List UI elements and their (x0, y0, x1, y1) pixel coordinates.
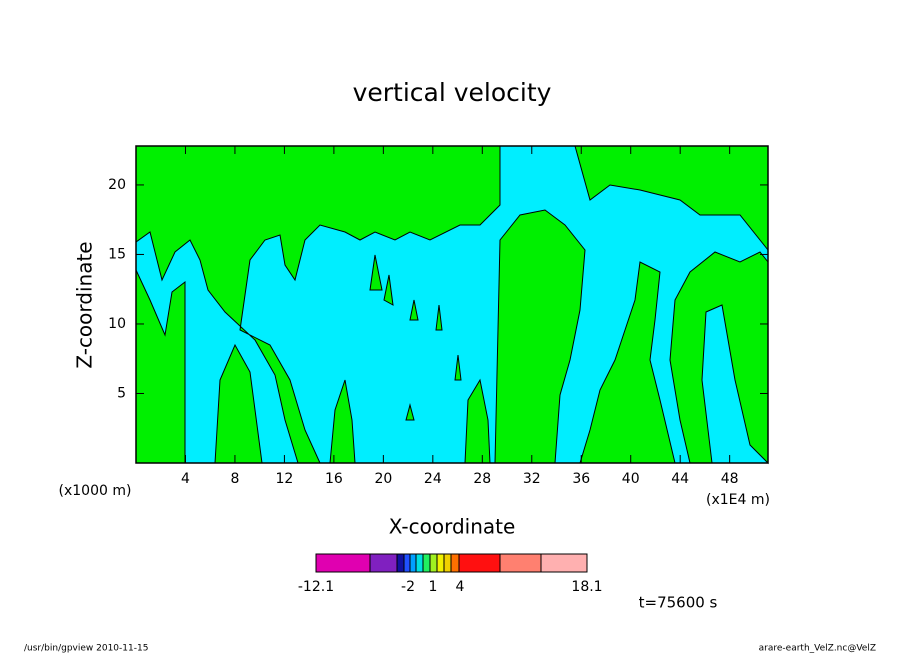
footer-right: arare-earth_VelZ.nc@VelZ (759, 644, 876, 654)
colorbar-tick-label: -12.1 (298, 579, 334, 595)
contour-field (135, 145, 769, 465)
x-tick-label: 16 (325, 471, 343, 487)
y-axis-label: Z-coordinate (73, 241, 97, 368)
x-tick-label: 44 (671, 471, 689, 487)
colorbar-segment (415, 553, 424, 573)
colorbar-segment (396, 553, 405, 573)
colorbar-tick-label: 1 (429, 579, 438, 595)
contour-regions (135, 145, 769, 465)
colorbar-segment (429, 553, 438, 573)
x-tick-label: 20 (374, 471, 392, 487)
x-tick-label: 24 (424, 471, 442, 487)
footer-left: /usr/bin/gpview 2010-11-15 (24, 644, 148, 654)
colorbar-tick-label: 18.1 (571, 579, 602, 595)
y-tick-label: 5 (117, 385, 126, 401)
x-tick-label: 28 (473, 471, 491, 487)
colorbar-tick-label: 4 (456, 579, 465, 595)
colorbar-segment (315, 553, 371, 573)
x-axis-label: X-coordinate (389, 515, 516, 539)
colorbar-segment (403, 553, 411, 573)
x-tick-label: 8 (230, 471, 239, 487)
colorbar-tick-label: -2 (401, 579, 415, 595)
contour-region (135, 145, 501, 464)
colorbar-segment (422, 553, 431, 573)
contour-region (494, 209, 586, 464)
contour-region (579, 261, 676, 464)
plot-frame (135, 145, 769, 464)
colorbar-segment (458, 553, 501, 573)
x-tick-label: 4 (181, 471, 190, 487)
y-tick-label: 20 (108, 177, 126, 193)
colorbar-segment (369, 553, 398, 573)
x-axis-units: (x1E4 m) (706, 492, 770, 508)
colorbar-segment (443, 553, 452, 573)
y-axis-units: (x1000 m) (59, 483, 132, 499)
x-tick-label: 32 (523, 471, 541, 487)
y-tick-label: 15 (108, 246, 126, 262)
annotation: t=75600 s (639, 594, 718, 612)
colorbar-segment (409, 553, 417, 573)
x-tick-label: 12 (276, 471, 294, 487)
colorbar-segment (499, 553, 542, 573)
x-tick-label: 48 (721, 471, 739, 487)
chart-title: vertical velocity (353, 78, 552, 107)
y-tick-label: 10 (108, 316, 126, 332)
contour-region (369, 254, 462, 421)
colorbar-segment (540, 553, 588, 573)
colorbar-segment (450, 553, 460, 573)
colorbar-segment (436, 553, 445, 573)
x-tick-label: 40 (622, 471, 640, 487)
x-tick-label: 36 (572, 471, 590, 487)
